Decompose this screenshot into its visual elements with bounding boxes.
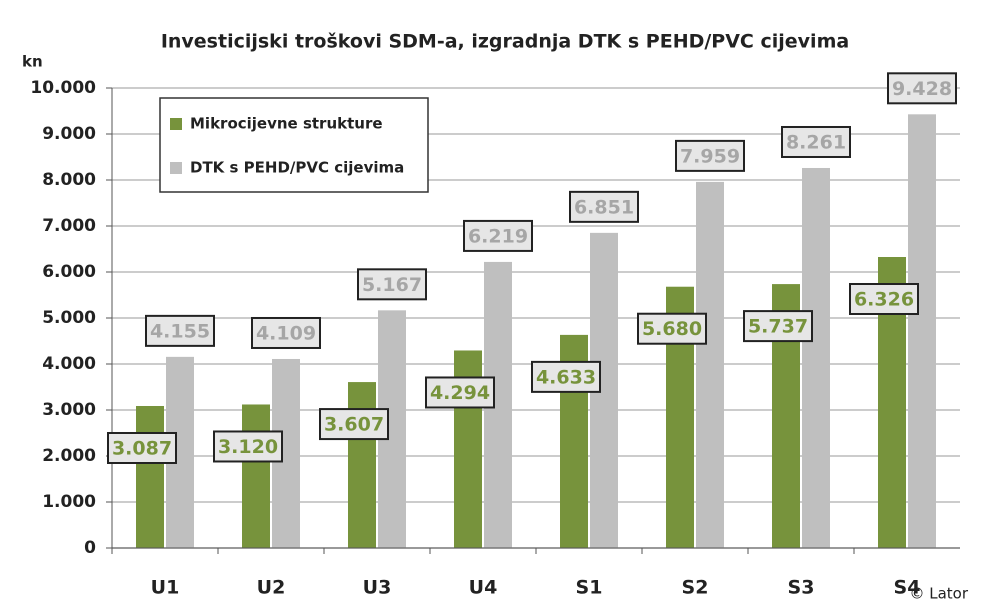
value-label: 4.294 bbox=[430, 382, 490, 404]
value-label: 5.680 bbox=[642, 318, 702, 340]
y-tick-label: 8.000 bbox=[42, 170, 96, 190]
value-label-box bbox=[425, 376, 495, 409]
y-tick-label: 7.000 bbox=[42, 216, 96, 236]
value-label-box bbox=[637, 312, 707, 345]
value-label-box bbox=[849, 283, 919, 316]
value-label: 9.428 bbox=[892, 78, 952, 100]
y-tick-label: 2.000 bbox=[42, 446, 96, 466]
value-label: 6.851 bbox=[574, 196, 634, 218]
value-label-box bbox=[569, 190, 639, 223]
value-label: 6.326 bbox=[854, 289, 914, 311]
value-label: 3.087 bbox=[112, 437, 172, 459]
value-label-box bbox=[675, 139, 745, 172]
x-tick-label: U3 bbox=[363, 577, 392, 599]
value-label-box bbox=[781, 125, 851, 158]
value-label: 5.737 bbox=[748, 316, 808, 338]
y-tick-label: 4.000 bbox=[42, 354, 96, 374]
y-tick-label: 3.000 bbox=[42, 400, 96, 420]
value-label-box bbox=[357, 268, 427, 301]
x-tick-label: S1 bbox=[576, 577, 603, 599]
annotation: © Lator bbox=[909, 585, 968, 603]
bar bbox=[136, 405, 164, 548]
legend-swatch bbox=[170, 162, 182, 174]
value-label: 4.109 bbox=[256, 322, 316, 344]
y-tick-label: 5.000 bbox=[42, 308, 96, 328]
bar bbox=[242, 404, 270, 548]
bar bbox=[908, 114, 936, 548]
value-label: 5.167 bbox=[362, 274, 422, 296]
value-label: 3.120 bbox=[218, 436, 278, 458]
value-label-box bbox=[107, 431, 177, 464]
y-tick-label: 9.000 bbox=[42, 124, 96, 144]
y-tick-label: 0 bbox=[84, 538, 96, 558]
value-label-box bbox=[251, 316, 321, 349]
y-tick-label: 10.000 bbox=[30, 78, 96, 98]
y-axis-label: kn bbox=[22, 53, 43, 71]
value-label: 3.607 bbox=[324, 414, 384, 436]
legend-label: Mikrocijevne strukture bbox=[190, 115, 383, 133]
legend-label: DTK s PEHD/PVC cijevima bbox=[190, 159, 404, 177]
value-label-box bbox=[887, 72, 957, 105]
value-label-box bbox=[531, 360, 601, 393]
value-label: 6.219 bbox=[468, 225, 528, 247]
value-label-box bbox=[145, 314, 215, 347]
value-label-box bbox=[213, 430, 283, 463]
value-label-box bbox=[319, 408, 389, 441]
x-tick-label: U2 bbox=[257, 577, 286, 599]
y-tick-label: 1.000 bbox=[42, 492, 96, 512]
legend-swatch bbox=[170, 118, 182, 130]
value-label-box bbox=[743, 310, 813, 343]
x-tick-label: S2 bbox=[682, 577, 709, 599]
legend-box bbox=[159, 97, 429, 193]
value-label: 4.155 bbox=[150, 320, 210, 342]
chart-title: Investicijski troškovi SDM-a, izgradnja … bbox=[161, 31, 849, 53]
x-tick-label: S4 bbox=[894, 577, 921, 599]
value-label: 7.959 bbox=[680, 145, 740, 167]
bar bbox=[802, 167, 830, 548]
value-label-box bbox=[463, 219, 533, 252]
x-tick-label: U4 bbox=[469, 577, 498, 599]
value-label: 4.633 bbox=[536, 366, 596, 388]
bar bbox=[348, 382, 376, 548]
bar bbox=[696, 181, 724, 549]
y-tick-label: 6.000 bbox=[42, 262, 96, 282]
x-tick-label: U1 bbox=[151, 577, 180, 599]
x-tick-label: S3 bbox=[788, 577, 815, 599]
value-label: 8.261 bbox=[786, 131, 846, 153]
